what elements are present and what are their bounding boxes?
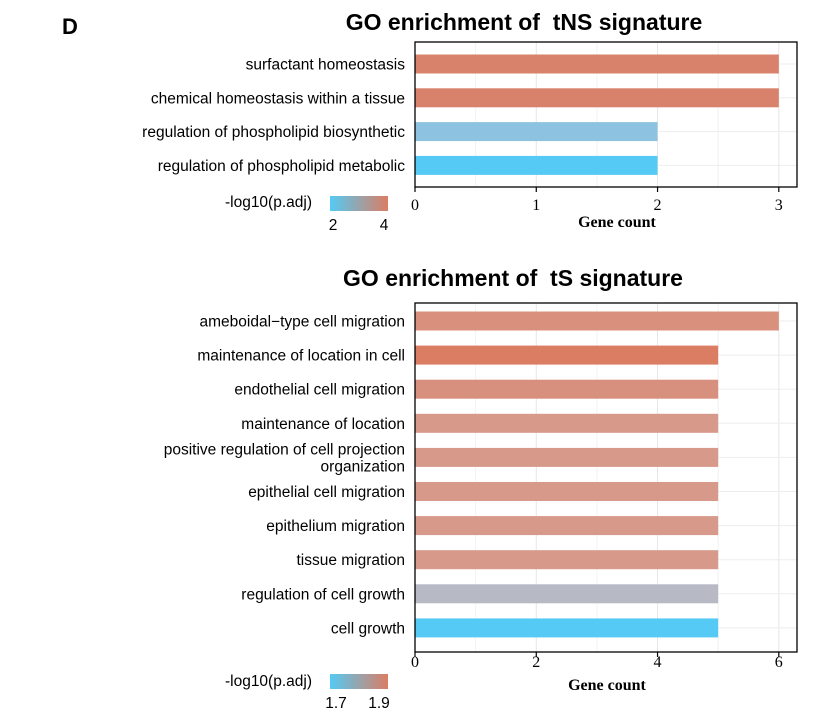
x-tick-label: 1	[532, 197, 540, 214]
category-labels: surfactant homeostasis chemical homeostas…	[142, 57, 405, 175]
color-legend: -log10(p.adj) 1.7 1.9	[225, 673, 390, 712]
legend-colorbar	[330, 674, 388, 689]
category-label: chemical homeostasis within a tissue	[151, 90, 405, 107]
bar	[415, 88, 779, 108]
x-axis-title: Gene count	[578, 214, 656, 231]
bar	[415, 345, 719, 365]
bar	[415, 379, 719, 399]
legend-colorbar	[330, 196, 388, 211]
bar	[415, 482, 719, 501]
category-label: regulation of cell growth	[241, 586, 405, 603]
category-label: cell growth	[331, 620, 405, 637]
chart-tns: GO enrichment of tNS signature surfactan…	[142, 9, 798, 234]
category-labels: ameboidal−type cell migration maintenance…	[164, 314, 405, 638]
x-tick-label: 0	[411, 197, 419, 214]
category-label: positive regulation of cell projection or…	[164, 441, 405, 475]
category-label: epithelial cell migration	[248, 484, 405, 501]
chart-ts: GO enrichment of tS signature ameboidal−…	[164, 265, 798, 712]
category-label: surfactant homeostasis	[246, 57, 406, 74]
chart-title: GO enrichment of tS signature	[343, 265, 683, 291]
legend-max-label: 4	[380, 217, 389, 234]
panel-label: D	[62, 14, 78, 39]
bar	[415, 54, 779, 74]
x-axis-ticks: 0 2 4 6	[411, 652, 783, 671]
bars	[415, 311, 779, 638]
legend-title: -log10(p.adj)	[225, 194, 312, 211]
bar	[415, 155, 658, 175]
legend-title: -log10(p.adj)	[225, 673, 312, 690]
category-label: maintenance of location	[241, 416, 405, 433]
x-tick-label: 4	[654, 654, 662, 671]
x-tick-label: 6	[775, 654, 783, 671]
category-label: ameboidal−type cell migration	[200, 314, 406, 331]
chart-title: GO enrichment of tNS signature	[346, 9, 703, 35]
category-label: regulation of phospholipid metabolic	[158, 158, 406, 175]
bar	[415, 447, 719, 467]
bar	[415, 413, 719, 433]
bar	[415, 516, 719, 536]
bars	[415, 54, 779, 175]
category-label: maintenance of location in cell	[197, 348, 405, 365]
plot-frame	[414, 41, 798, 188]
x-axis-ticks: 0 1 2 3	[411, 187, 783, 214]
category-label: tissue migration	[296, 552, 405, 569]
bar	[415, 311, 779, 331]
x-tick-label: 0	[411, 654, 419, 671]
bar	[415, 122, 658, 142]
x-tick-label: 2	[532, 654, 540, 671]
legend-min-label: 1.7	[325, 695, 347, 712]
color-legend: -log10(p.adj) 2 4	[225, 194, 389, 234]
plot-frame	[414, 302, 798, 653]
category-label: epithelium migration	[266, 518, 405, 535]
bar	[415, 584, 719, 604]
category-label: endothelial cell migration	[234, 382, 405, 399]
x-axis-title: Gene count	[568, 677, 646, 694]
x-tick-label: 2	[654, 197, 662, 214]
category-label: regulation of phospholipid biosynthetic	[142, 124, 405, 141]
legend-min-label: 2	[329, 217, 338, 234]
bar	[415, 550, 719, 570]
bar	[415, 618, 719, 638]
legend-max-label: 1.9	[368, 695, 390, 712]
x-tick-label: 3	[775, 197, 783, 214]
